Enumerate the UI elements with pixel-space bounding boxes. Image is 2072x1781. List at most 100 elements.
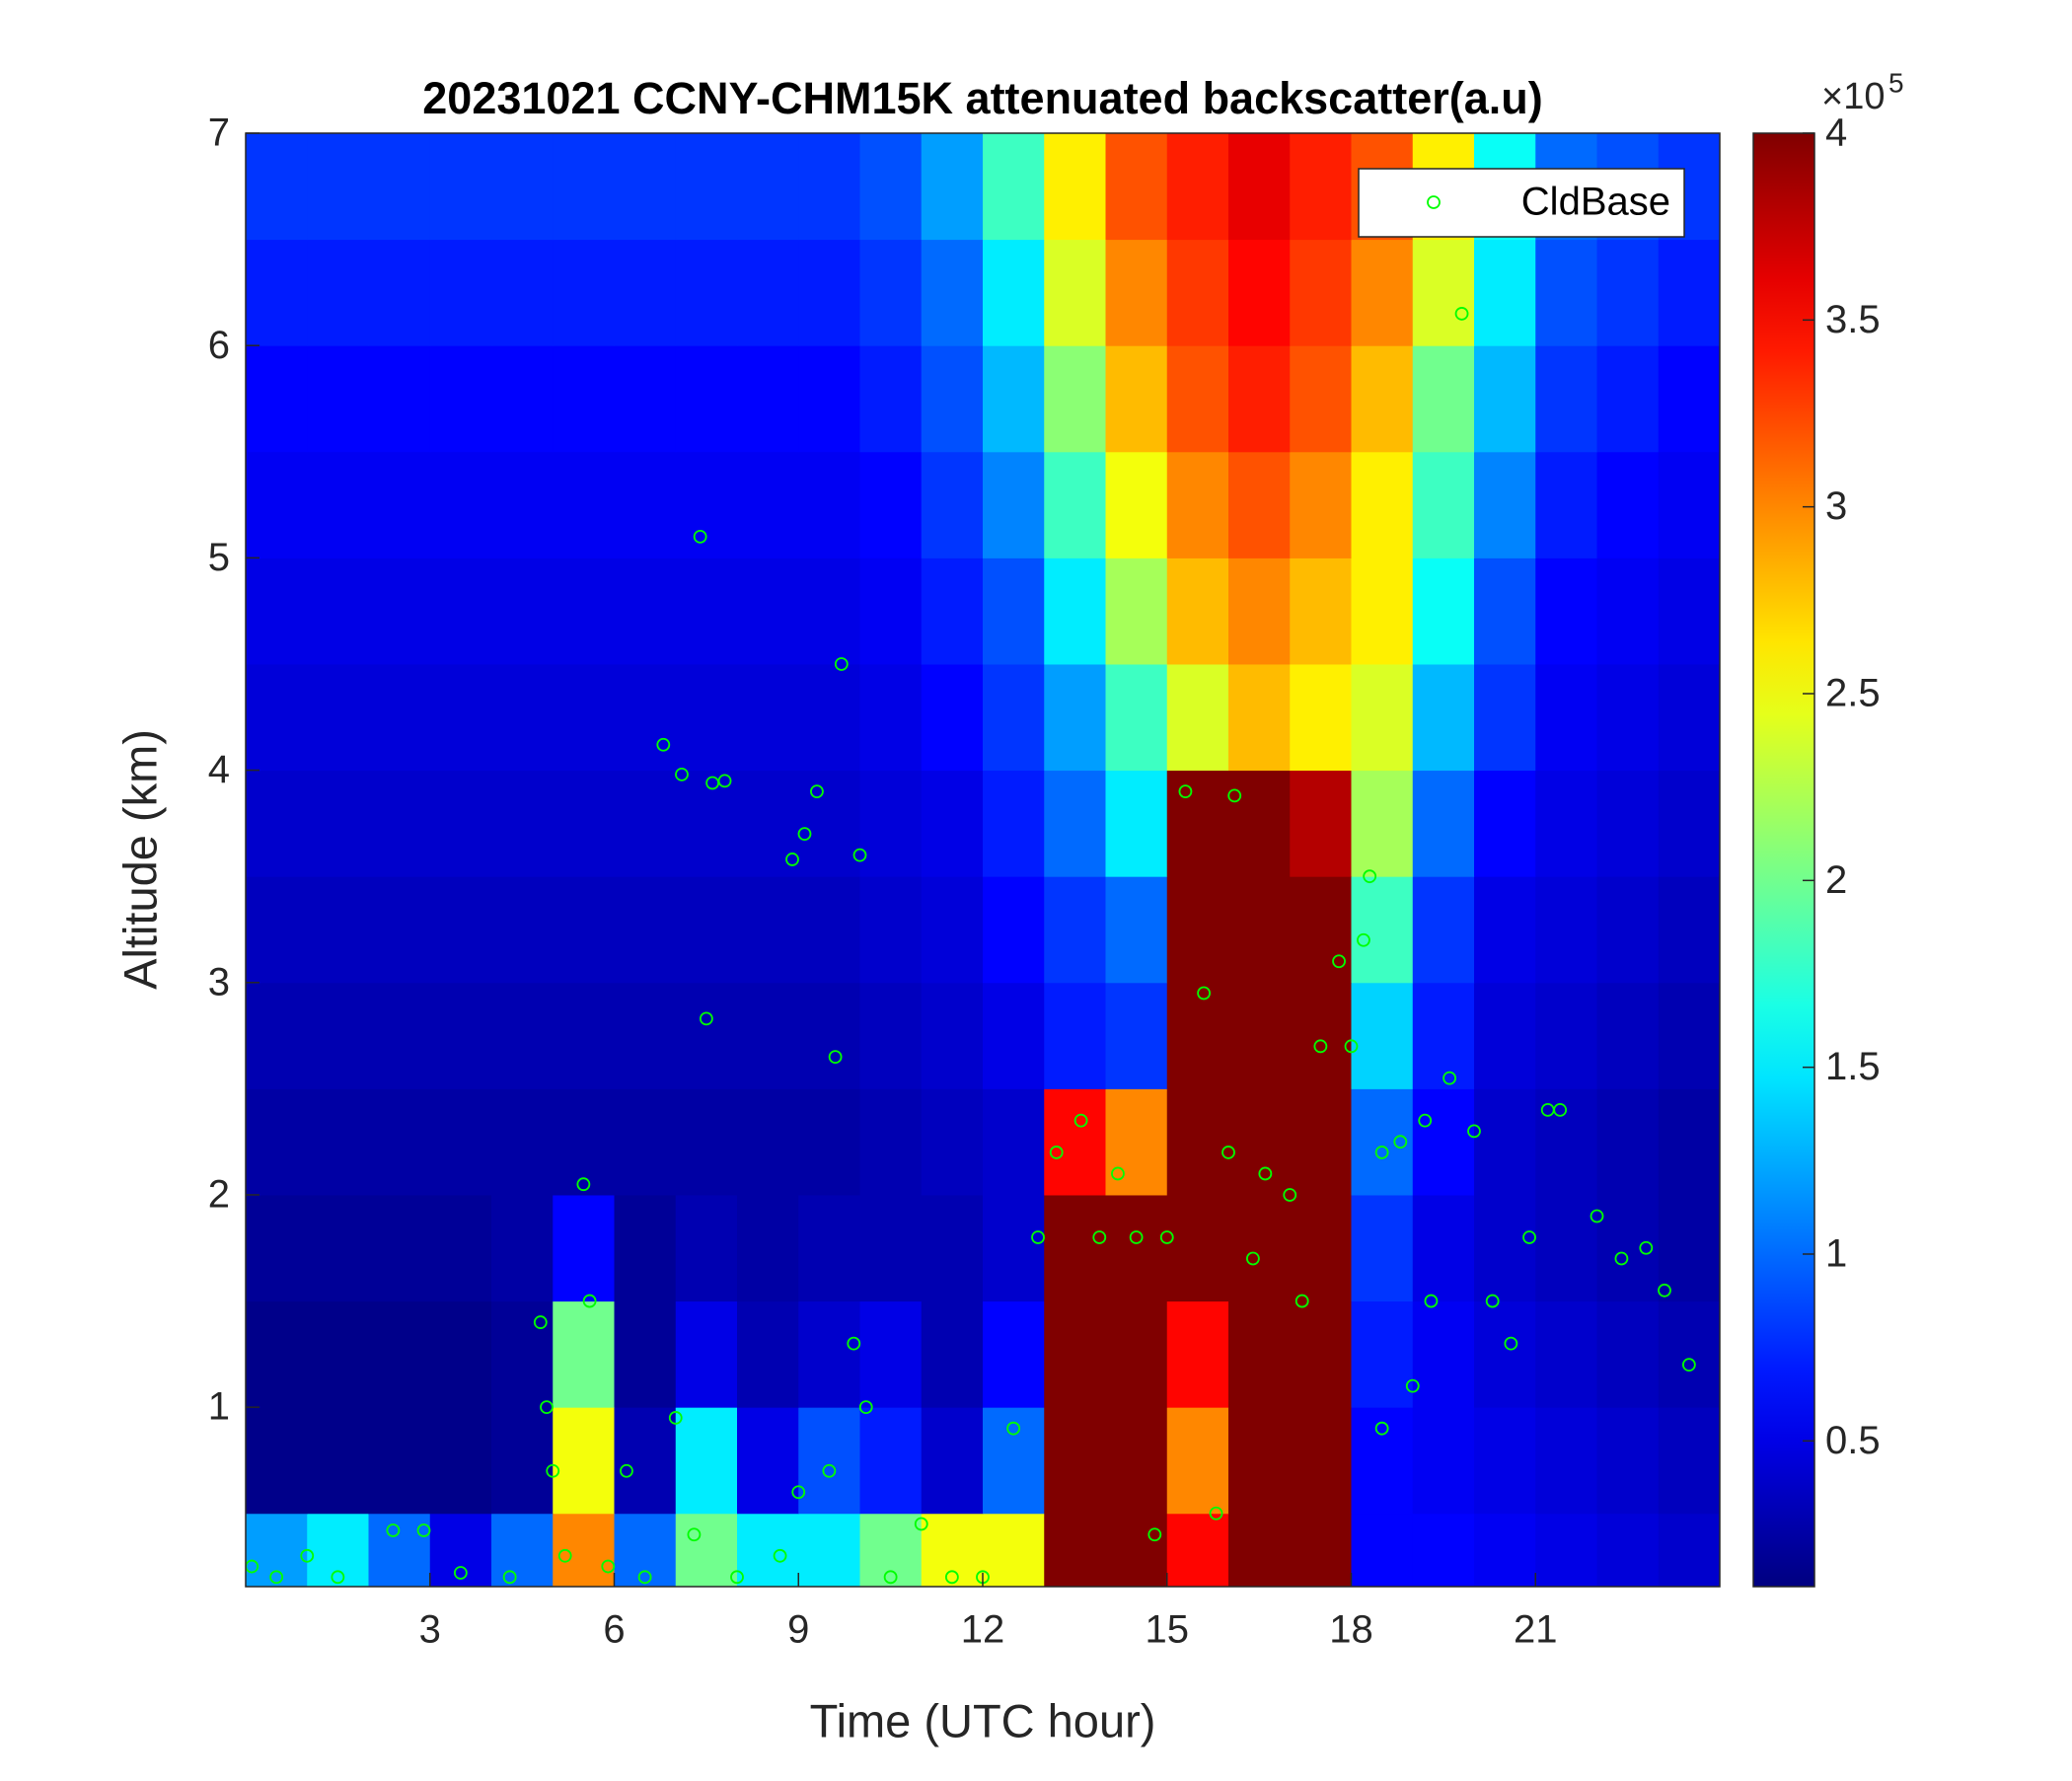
cloud-base-point (1092, 1230, 1107, 1244)
heat-cell (1105, 345, 1168, 453)
heat-cell (1658, 876, 1720, 984)
heat-cell (368, 345, 431, 453)
heat-cell (675, 345, 738, 453)
heat-cell (1412, 1194, 1475, 1302)
colorbar-tick-label: 4 (1825, 111, 1847, 155)
heat-cell (1044, 1194, 1106, 1302)
heat-cell (614, 345, 677, 453)
heat-cell (859, 1194, 923, 1302)
cloud-base-point (1049, 1146, 1064, 1159)
heat-cell (368, 982, 431, 1089)
cloud-base-point (557, 1548, 572, 1563)
cloud-base-point (1197, 986, 1211, 1001)
heat-cell (491, 1407, 554, 1515)
heat-cell (1105, 876, 1168, 984)
heat-cell (368, 1407, 431, 1515)
heat-cell (798, 239, 860, 346)
heat-cell (307, 1300, 369, 1408)
cloud-base-point (1658, 1283, 1671, 1298)
heat-cell (1290, 345, 1352, 453)
heat-cell (553, 345, 615, 453)
heat-cell (553, 876, 615, 984)
heat-cell (1166, 1513, 1229, 1587)
heat-cell (1351, 1194, 1414, 1302)
x-tick-label: 15 (1146, 1608, 1190, 1652)
heat-cell (1228, 557, 1291, 665)
heat-cell (1535, 1407, 1597, 1515)
heat-cell (1228, 1513, 1291, 1587)
cloud-base-point (1374, 1146, 1389, 1159)
heat-cell (1596, 239, 1660, 346)
heat-cell (737, 876, 799, 984)
heat-cell (307, 1407, 369, 1515)
y-tick-label: 4 (208, 748, 230, 791)
heat-cell (859, 451, 923, 558)
heat-cell (1290, 239, 1352, 346)
heat-cell (429, 1088, 492, 1196)
cloud-base-point (331, 1570, 345, 1585)
cloud-base-points (246, 307, 1696, 1585)
heat-cell (553, 239, 615, 346)
heat-cell (798, 1194, 860, 1302)
cloud-base-point (1006, 1421, 1021, 1436)
heat-cell (737, 133, 799, 241)
cloud-base-point (1209, 1506, 1223, 1521)
heat-cell (246, 451, 308, 558)
heat-cell (368, 770, 431, 877)
heat-cell (491, 133, 554, 241)
x-tick-label: 6 (603, 1608, 625, 1652)
heat-cell (921, 1194, 984, 1302)
heat-cell (1228, 876, 1291, 984)
cloud-base-point (1246, 1251, 1260, 1266)
heat-cell (1351, 876, 1414, 984)
heat-cell (1044, 1088, 1106, 1196)
heat-cell (983, 451, 1045, 558)
heat-cell (1412, 663, 1475, 772)
heat-cell (1228, 1088, 1291, 1196)
cloud-base-point (687, 1527, 702, 1542)
heat-cell (1290, 663, 1352, 772)
heat-cell (675, 876, 738, 984)
cloud-base-point (1454, 307, 1469, 321)
heat-cell (429, 1513, 492, 1587)
heat-cell (307, 133, 369, 241)
heat-cell (1290, 133, 1352, 241)
heat-cell (1596, 1407, 1660, 1515)
chart-title: 20231021 CCNY-CHM15K attenuated backscat… (422, 73, 1542, 123)
heat-cell (246, 663, 308, 772)
cloud-base-point (533, 1315, 548, 1329)
heat-cell (1596, 770, 1660, 877)
cloud-base-point (1283, 1188, 1297, 1202)
heat-cell (675, 1513, 738, 1587)
heat-cell (1596, 1300, 1660, 1408)
heat-cell (1596, 982, 1660, 1089)
heat-cell (859, 770, 923, 877)
heat-cell (1535, 1300, 1597, 1408)
cloud-base-point (620, 1463, 633, 1478)
heat-cell (614, 1194, 677, 1302)
heat-cell (429, 876, 492, 984)
heat-cell (1351, 770, 1414, 877)
heat-cell (1535, 345, 1597, 453)
heat-cell (1658, 451, 1720, 558)
heat-cell (1658, 1088, 1720, 1196)
heat-cell (983, 663, 1045, 772)
heat-cell (1228, 345, 1291, 453)
heat-cell (859, 239, 923, 346)
heat-cell (675, 1300, 738, 1408)
heat-cell (983, 876, 1045, 984)
heat-cell (429, 770, 492, 877)
heat-cell (1596, 1513, 1660, 1587)
heat-cell (1044, 663, 1106, 772)
heat-cell (675, 982, 738, 1089)
heat-cell (1166, 133, 1229, 241)
cloud-base-point (1363, 869, 1377, 884)
heat-cell (614, 557, 677, 665)
heat-cell (983, 1513, 1045, 1587)
heat-cell (921, 1088, 984, 1196)
heat-cell (491, 1300, 554, 1408)
heat-cell (1351, 451, 1414, 558)
heat-cell (983, 133, 1045, 241)
cloud-base-point (502, 1570, 517, 1585)
heat-cell (1166, 1300, 1229, 1408)
